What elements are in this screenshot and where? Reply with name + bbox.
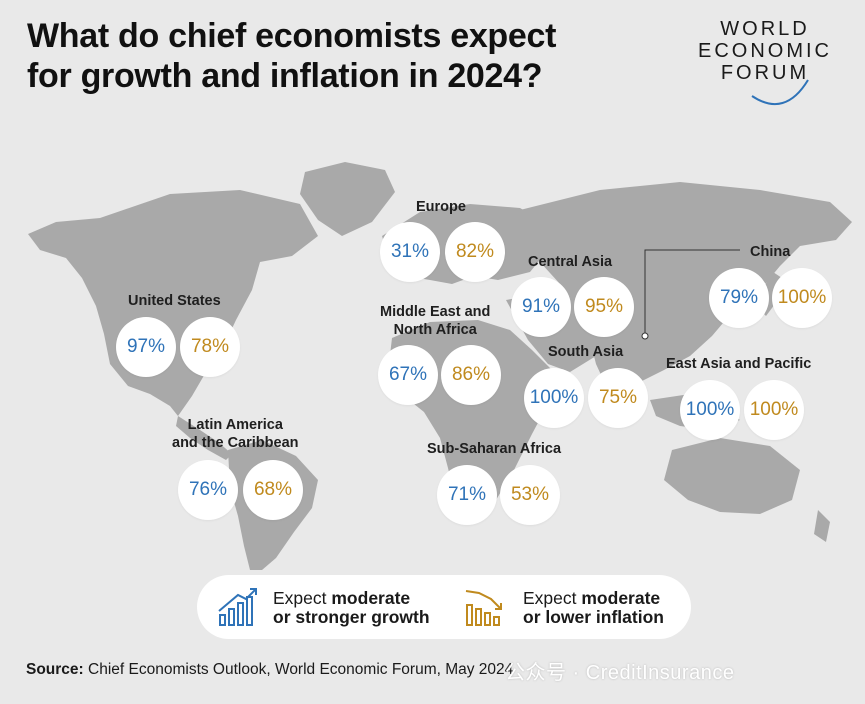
region-label-east-asia-pacific: East Asia and Pacific: [666, 356, 812, 372]
mena-growth-value: 67%: [378, 345, 438, 405]
central-asia-inflation-value: 95%: [574, 277, 634, 337]
east-asia-pacific-inflation-value: 100%: [744, 380, 804, 440]
watermark: 公众号 · CreditInsurance: [505, 662, 735, 684]
region-label-china: China: [750, 244, 791, 260]
logo-line-1: WORLD: [720, 18, 810, 40]
east-asia-pacific-growth-value: 100%: [680, 380, 740, 440]
legend-growth-text: Expect moderate or stronger growth: [273, 589, 430, 627]
mena-label-line-2: North Africa: [393, 322, 477, 338]
region-label-middle-east-north-africa: Middle East and North Africa: [380, 303, 490, 339]
central-asia-growth-value: 91%: [511, 277, 571, 337]
latin-america-label-line-2: and the Caribbean: [172, 435, 299, 451]
legend-growth-bold: moderate: [331, 588, 411, 608]
south-asia-growth-value: 100%: [524, 368, 584, 428]
region-label-central-asia: Central Asia: [528, 254, 613, 270]
source-label: Source:: [26, 661, 84, 678]
south-asia-inflation-value: 75%: [588, 368, 648, 428]
china-connector-dot: [641, 332, 649, 340]
logo-line-2: ECONOMIC: [698, 40, 832, 62]
central-america-shape: [176, 416, 232, 460]
china-inflation-value: 100%: [772, 268, 832, 328]
australia-shape: [664, 438, 800, 514]
united-states-growth-value: 97%: [116, 317, 176, 377]
greenland-shape: [300, 162, 395, 236]
region-label-sub-saharan-africa: Sub-Saharan Africa: [427, 441, 562, 457]
source-text: Chief Economists Outlook, World Economic…: [83, 661, 514, 678]
legend-inflation-bold: moderate: [581, 588, 661, 608]
europe-inflation-value: 82%: [445, 222, 505, 282]
mena-label-line-1: Middle East and: [380, 304, 491, 320]
north-america-shape: [28, 190, 318, 416]
legend-inflation-prefix: Expect: [523, 588, 582, 608]
sub-saharan-africa-growth-value: 71%: [437, 465, 497, 525]
legend-inflation-line2: or lower inflation: [523, 607, 664, 627]
falling-bar-chart-icon: [465, 590, 502, 626]
united-states-inflation-value: 78%: [180, 317, 240, 377]
new-zealand-shape: [814, 510, 830, 542]
legend-growth-line2: or stronger growth: [273, 607, 430, 627]
rising-bar-chart-icon: [218, 588, 257, 626]
mena-inflation-value: 86%: [441, 345, 501, 405]
china-growth-value: 79%: [709, 268, 769, 328]
latin-america-growth-value: 76%: [178, 460, 238, 520]
china-connector-line: [644, 249, 740, 336]
title-line-1: What do chief economists expect: [27, 17, 557, 55]
europe-growth-value: 31%: [380, 222, 440, 282]
region-label-south-asia: South Asia: [548, 344, 624, 360]
wef-logo: WORLD ECONOMIC FORUM: [690, 18, 840, 108]
region-label-europe: Europe: [416, 199, 466, 215]
logo-arc-icon: [751, 79, 809, 105]
sub-saharan-africa-inflation-value: 53%: [500, 465, 560, 525]
region-label-united-states: United States: [128, 293, 221, 309]
latin-america-inflation-value: 68%: [243, 460, 303, 520]
title-line-2: for growth and inflation in 2024?: [27, 57, 543, 95]
source-note: Source: Chief Economists Outlook, World …: [26, 661, 513, 679]
logo-line-3: FORUM: [720, 62, 810, 84]
region-label-latin-america: Latin America and the Caribbean: [172, 416, 299, 452]
legend-inflation-text: Expect moderate or lower inflation: [523, 589, 664, 627]
latin-america-label-line-1: Latin America: [187, 417, 283, 433]
legend-growth-prefix: Expect: [273, 588, 332, 608]
page-title: What do chief economists expect for grow…: [27, 16, 667, 96]
legend: Expect moderate or stronger growth Expec…: [197, 575, 691, 639]
